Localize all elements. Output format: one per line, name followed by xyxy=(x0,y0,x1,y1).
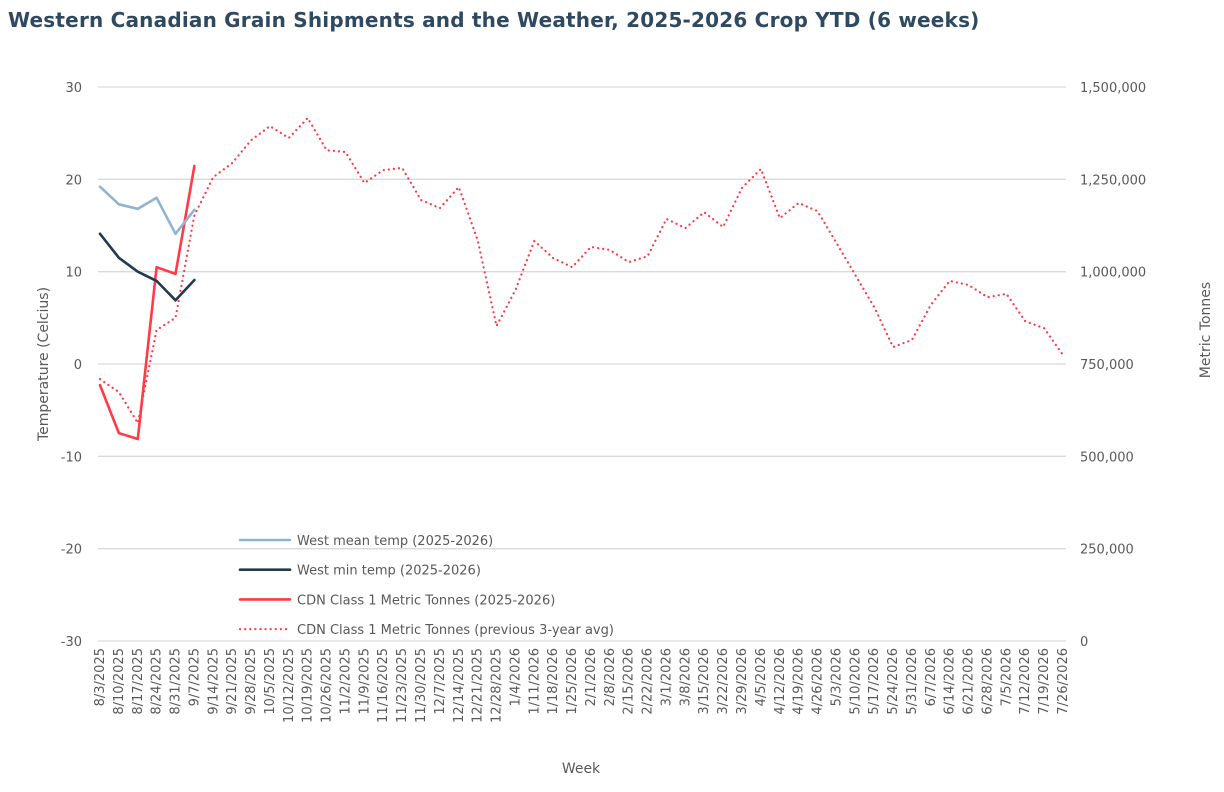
y-right-tick-label: 1,250,000 xyxy=(1080,173,1146,188)
y-right-tick-label: 1,000,000 xyxy=(1080,266,1146,281)
x-tick-label: 10/12/2025 xyxy=(282,648,297,723)
x-tick-label: 1/11/2026 xyxy=(527,648,542,715)
x-tick-label: 2/22/2026 xyxy=(641,648,656,715)
x-tick-label: 11/23/2025 xyxy=(395,648,410,723)
x-tick-label: 7/5/2026 xyxy=(999,648,1014,706)
y-right-tick-label: 750,000 xyxy=(1080,358,1134,373)
legend-label: West min temp (2025-2026) xyxy=(297,564,481,579)
x-tick-label: 7/19/2026 xyxy=(1037,648,1052,715)
series-line-1 xyxy=(98,232,196,302)
y-left-tick-label: 30 xyxy=(65,81,82,96)
x-tick-label: 12/21/2025 xyxy=(471,648,486,723)
x-tick-label: 5/3/2026 xyxy=(829,648,844,706)
x-tick-label: 5/17/2026 xyxy=(867,648,882,715)
x-tick-label: 4/5/2026 xyxy=(754,648,769,706)
x-tick-label: 3/29/2026 xyxy=(735,648,750,715)
y-left-tick-label: 20 xyxy=(65,173,82,188)
x-tick-label: 5/31/2026 xyxy=(905,648,920,715)
x-tick-label: 6/7/2026 xyxy=(924,648,939,706)
y-right-tick-label: 500,000 xyxy=(1080,450,1134,465)
x-tick-label: 9/14/2025 xyxy=(206,648,221,715)
x-tick-label: 10/26/2025 xyxy=(320,648,335,723)
x-tick-label: 2/8/2026 xyxy=(603,648,618,706)
x-tick-label: 9/7/2025 xyxy=(187,648,202,706)
x-tick-label: 4/19/2026 xyxy=(792,648,807,715)
x-tick-label: 12/28/2025 xyxy=(490,648,505,723)
x-tick-label: 1/4/2026 xyxy=(508,648,523,706)
legend-label: CDN Class 1 Metric Tonnes (2025-2026) xyxy=(297,593,555,608)
x-tick-label: 9/21/2025 xyxy=(225,648,240,715)
x-tick-label: 11/30/2025 xyxy=(414,648,429,723)
x-tick-label: 3/15/2026 xyxy=(697,648,712,715)
x-tick-label: 7/26/2026 xyxy=(1056,648,1071,715)
x-tick-label: 5/10/2026 xyxy=(848,648,863,715)
x-tick-label: 3/1/2026 xyxy=(659,648,674,706)
x-tick-label: 1/25/2026 xyxy=(565,648,580,715)
x-tick-label: 6/21/2026 xyxy=(962,648,977,715)
x-tick-label: 11/2/2025 xyxy=(338,648,353,715)
y-right-axis-label: Metric Tonnes xyxy=(1198,282,1214,378)
x-tick-label: 4/26/2026 xyxy=(811,648,826,715)
x-tick-label: 9/28/2025 xyxy=(244,648,259,715)
y-right-tick-label: 250,000 xyxy=(1080,543,1134,558)
x-tick-label: 7/12/2026 xyxy=(1018,648,1033,715)
x-tick-label: 12/14/2025 xyxy=(452,648,467,723)
x-tick-label: 10/5/2025 xyxy=(263,648,278,715)
series-line-0 xyxy=(98,185,196,236)
series-line-3 xyxy=(98,116,1065,425)
x-tick-label: 10/19/2025 xyxy=(301,648,316,723)
y-left-tick-label: 0 xyxy=(74,358,82,373)
x-tick-label: 8/3/2025 xyxy=(93,648,108,706)
x-tick-label: 8/31/2025 xyxy=(169,648,184,715)
x-tick-label: 6/28/2026 xyxy=(980,648,995,715)
y-left-tick-label: -20 xyxy=(61,543,82,558)
x-tick-label: 2/1/2026 xyxy=(584,648,599,706)
y-left-axis-label: Temperature (Celcius) xyxy=(36,287,52,442)
x-tick-label: 1/18/2026 xyxy=(546,648,561,715)
y-left-tick-label: 10 xyxy=(65,266,82,281)
x-tick-label: 4/12/2026 xyxy=(773,648,788,715)
x-tick-label: 12/7/2025 xyxy=(433,648,448,715)
x-tick-label: 2/15/2026 xyxy=(622,648,637,715)
x-tick-label: 11/9/2025 xyxy=(357,648,372,715)
y-left-tick-label: -30 xyxy=(61,635,82,650)
y-right-tick-label: 0 xyxy=(1080,635,1088,650)
chart-title: Western Canadian Grain Shipments and the… xyxy=(8,8,980,32)
x-tick-label: 8/10/2025 xyxy=(112,648,127,715)
x-tick-label: 3/8/2026 xyxy=(678,648,693,706)
x-tick-label: 11/16/2025 xyxy=(376,648,391,723)
x-axis-label: Week xyxy=(562,761,601,777)
legend-label: CDN Class 1 Metric Tonnes (previous 3-ye… xyxy=(297,623,614,638)
y-left-tick-label: -10 xyxy=(61,450,82,465)
x-tick-label: 8/24/2025 xyxy=(150,648,165,715)
legend-label: West mean temp (2025-2026) xyxy=(297,534,493,549)
series-line-2 xyxy=(98,164,196,441)
x-tick-label: 8/17/2025 xyxy=(131,648,146,715)
x-tick-label: 6/14/2026 xyxy=(943,648,958,715)
x-tick-label: 3/22/2026 xyxy=(716,648,731,715)
y-right-tick-label: 1,500,000 xyxy=(1080,81,1146,96)
x-tick-label: 5/24/2026 xyxy=(886,648,901,715)
